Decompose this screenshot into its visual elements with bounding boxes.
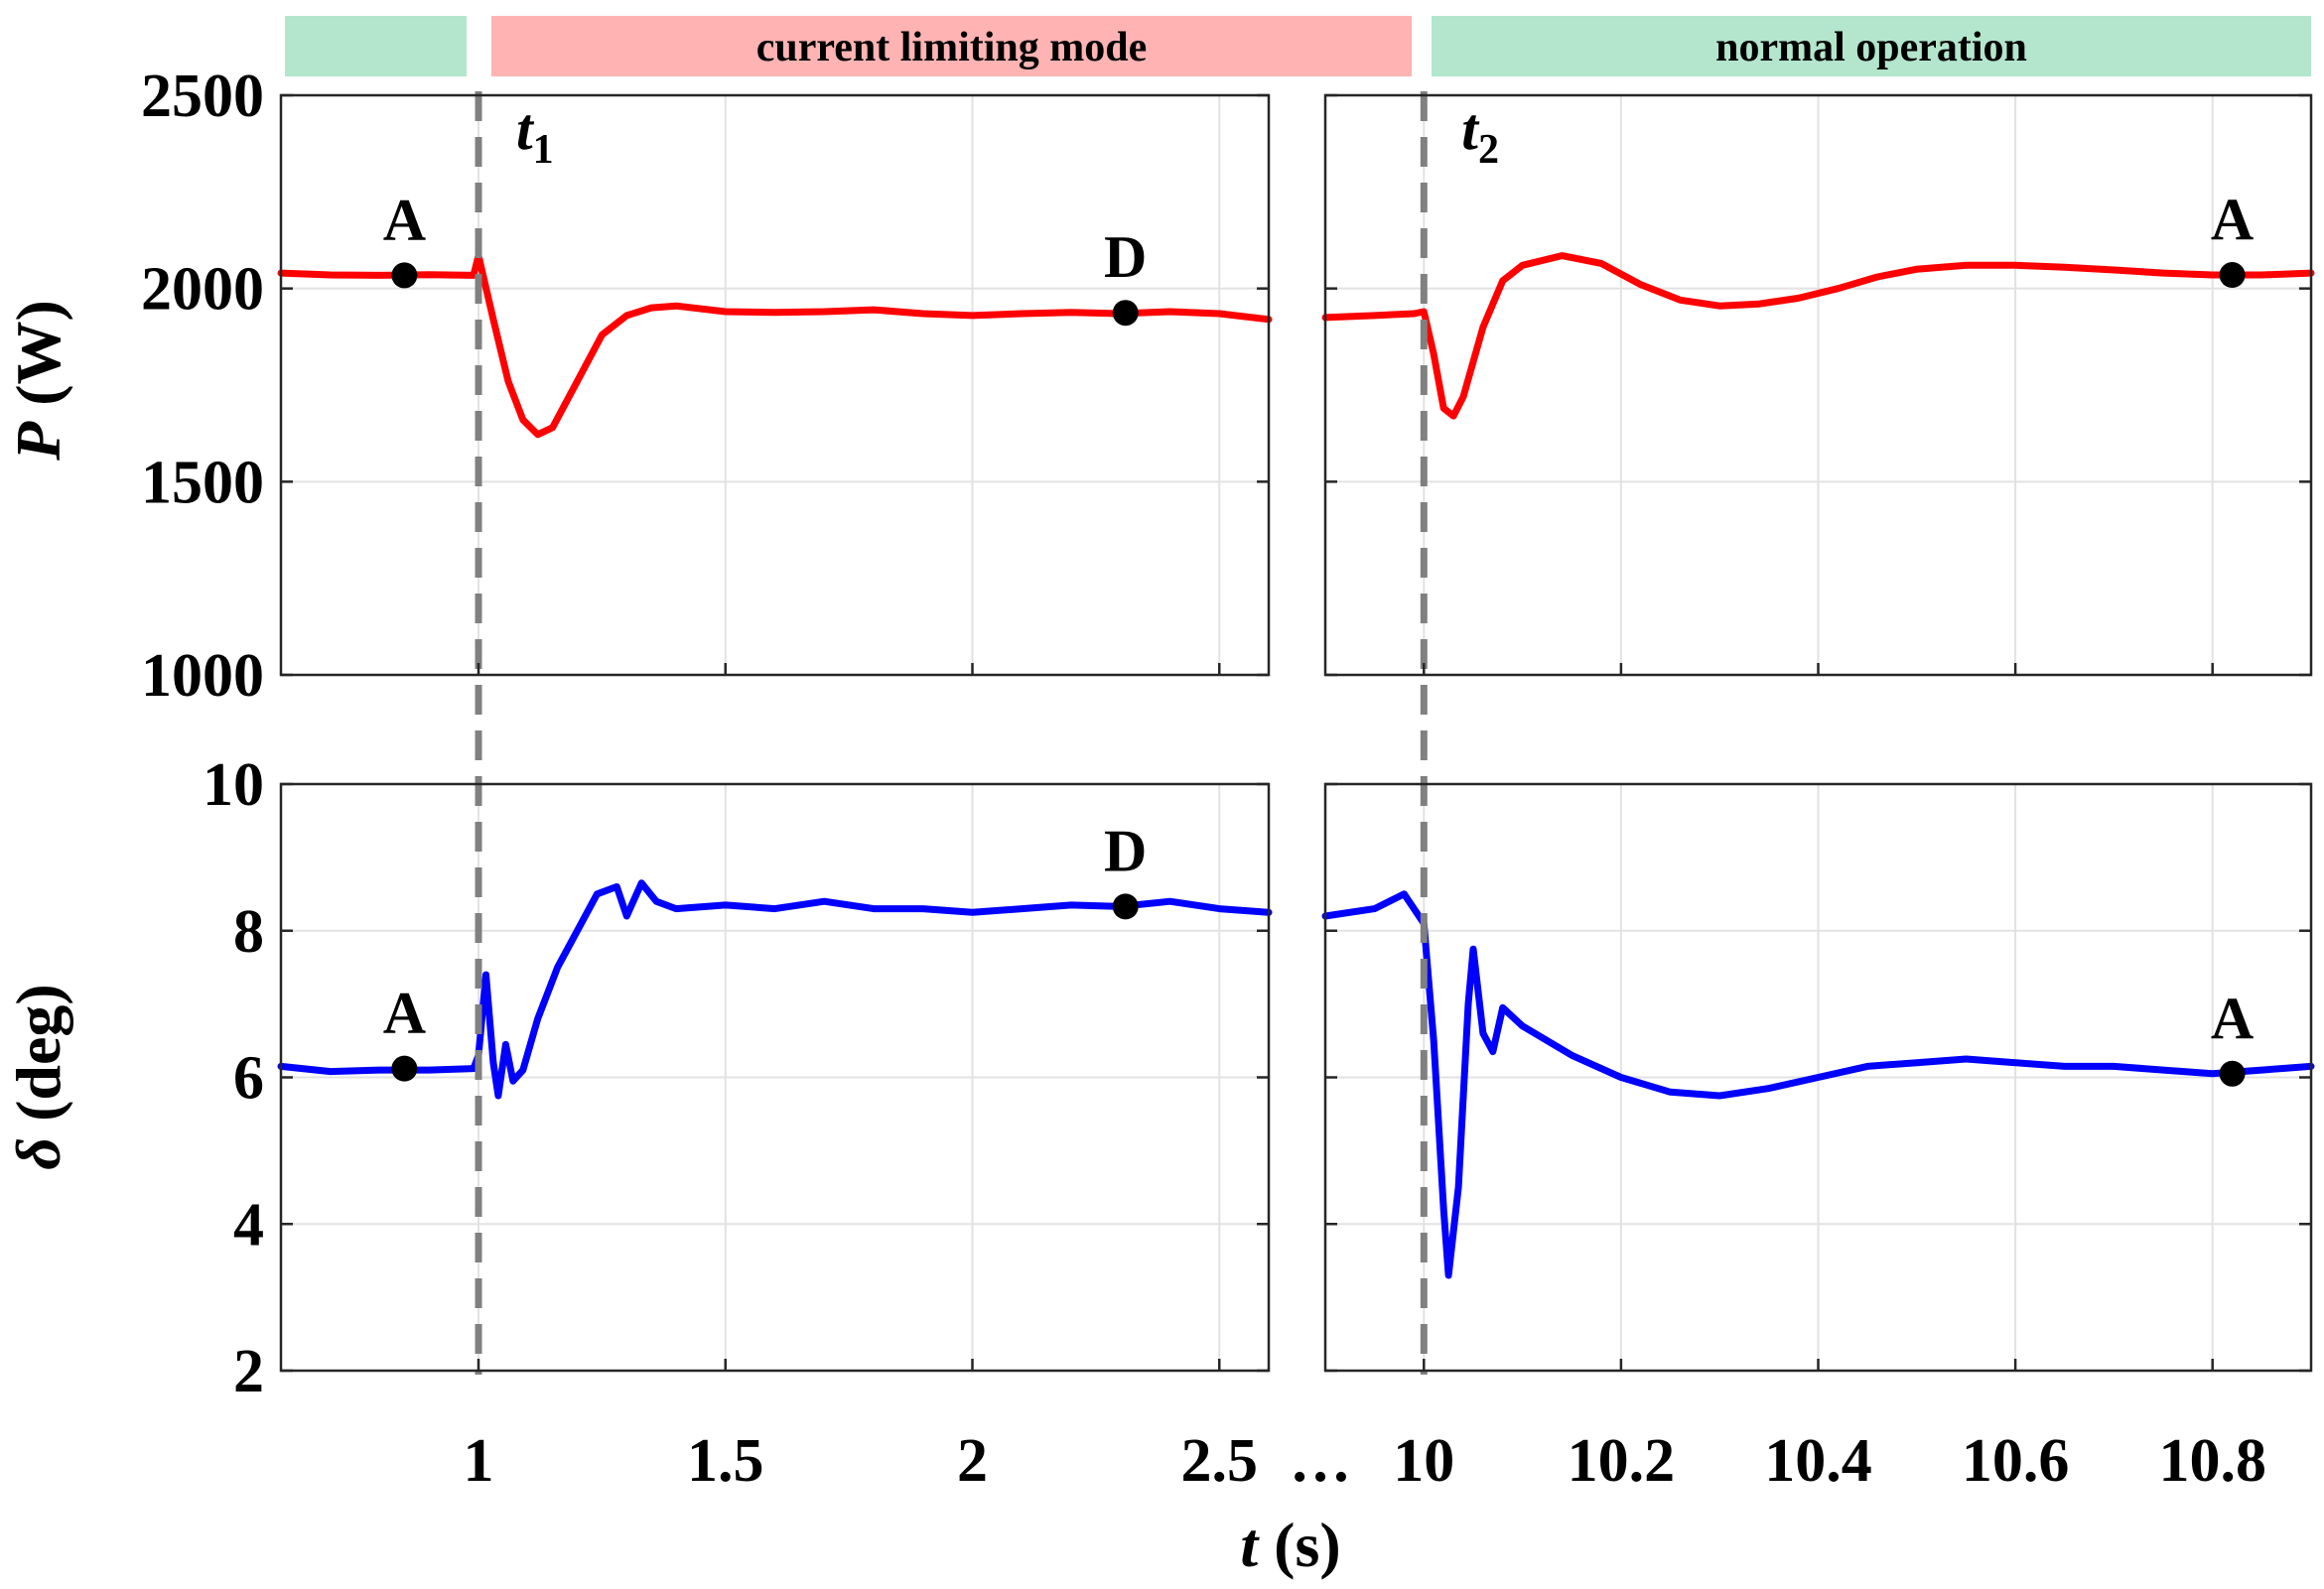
mode-banner-0: [285, 16, 467, 76]
y-tick-label-0-1: 1500: [141, 449, 264, 516]
y-tick-label-1-0: 2: [233, 1338, 264, 1405]
x-tick-label-0-0: 1: [464, 1427, 494, 1495]
y-tick-label-0-3: 2500: [141, 63, 264, 130]
series-layer: [277, 252, 2315, 1279]
annotation-label-1-2: A: [2211, 986, 2254, 1051]
y-axis-title-angle-variable: δ: [3, 1137, 73, 1170]
annotation-label-0-0: A: [383, 187, 426, 252]
mode-banners: current limiting mode normal operation: [285, 16, 2311, 76]
y-tick-label-1-2: 6: [233, 1045, 264, 1113]
series-line-1-0-1: [1321, 890, 2315, 1279]
series-line-0-0-1: [1321, 252, 2315, 420]
y-tick-label-0-2: 2000: [141, 256, 264, 324]
x-axis-title-variable: t: [1240, 1510, 1260, 1580]
x-tick-label-1-0: 10: [1393, 1427, 1454, 1495]
annotation-point-1-0: [391, 1055, 418, 1082]
mode-banner-label-2: normal operation: [1715, 25, 2027, 70]
annotation-point-0-1: [1112, 300, 1139, 327]
annotation-label-1-0: A: [383, 981, 426, 1046]
grid-lines: [281, 94, 2311, 1372]
x-axis-title: t (s): [1240, 1510, 1340, 1580]
annotation-label-1-1: D: [1104, 818, 1147, 883]
time-marker-label-1: t2: [1461, 96, 1499, 173]
y-tick-label-1-4: 10: [203, 751, 264, 819]
x-tick-label-1-2: 10.4: [1764, 1427, 1872, 1495]
axis-break-ellipsis: …: [1290, 1427, 1351, 1495]
x-tick-label-0-2: 2: [957, 1427, 988, 1495]
x-tick-label-0-1: 1.5: [687, 1427, 764, 1495]
x-tick-label-1-3: 10.6: [1962, 1427, 2070, 1495]
annotation-point-1-2: [2219, 1060, 2246, 1087]
annotation-point-1-1: [1112, 893, 1139, 920]
axes-frames: [279, 93, 2313, 1373]
y-axis-title-power-variable: P: [3, 421, 73, 462]
mode-banner-label-1: current limiting mode: [756, 25, 1148, 70]
mode-banner-2: [1432, 16, 2311, 76]
y-axis-title-power: P (W): [3, 300, 73, 462]
x-tick-label-0-3: 2.5: [1181, 1427, 1259, 1495]
mode-banner-1: [491, 16, 1412, 76]
series-line-0-0-0: [277, 252, 1273, 439]
annotation-points: A D A A D A: [383, 187, 2254, 1087]
axes-frame-0-0: [279, 93, 1271, 677]
annotation-label-0-1: D: [1104, 224, 1147, 290]
x-tick-label-1-4: 10.8: [2158, 1427, 2266, 1495]
tick-labels: 1000 1500 2000 2500 2 4 6 8 10 1 1.5 2 2.5 10 10.2 10.4…: [141, 63, 2266, 1495]
y-axis-title-angle: δ (deg): [3, 984, 73, 1169]
annotation-label-0-2: A: [2211, 187, 2254, 252]
y-tick-label-1-1: 4: [233, 1191, 264, 1258]
x-axis-title-unit: (s): [1258, 1510, 1341, 1580]
y-axis-title-angle-unit: (deg): [3, 984, 73, 1137]
annotation-point-0-2: [2219, 262, 2246, 289]
time-marker-layer: t1 t2: [475, 91, 1499, 1375]
annotation-point-0-0: [391, 262, 418, 289]
time-marker-label-0: t1: [516, 96, 554, 173]
y-tick-label-0-0: 1000: [141, 642, 264, 710]
y-axis-title-power-unit: (W): [3, 300, 73, 422]
y-tick-label-1-3: 8: [233, 898, 264, 966]
x-tick-label-1-1: 10.2: [1568, 1427, 1676, 1495]
